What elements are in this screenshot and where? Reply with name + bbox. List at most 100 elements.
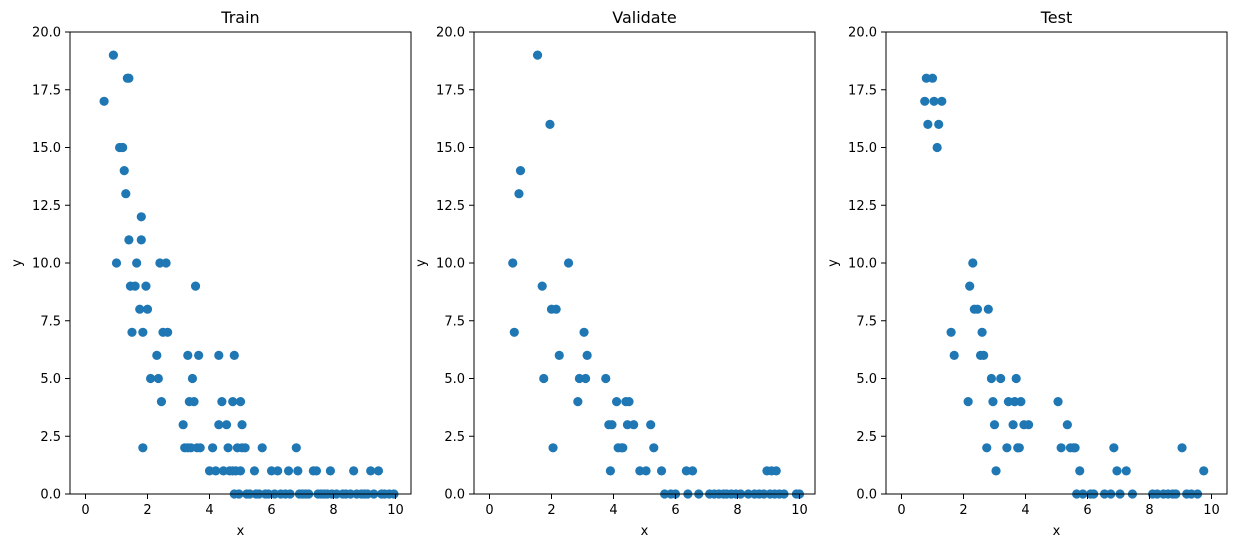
scatter-points xyxy=(508,50,805,499)
scatter-point xyxy=(624,397,634,407)
x-tick-label: 2 xyxy=(547,503,555,518)
x-tick-label: 10 xyxy=(387,503,404,518)
y-tick-label: 15.0 xyxy=(436,141,465,156)
scatter-point xyxy=(221,420,232,430)
x-tick-label: 6 xyxy=(267,503,275,518)
y-tick-label: 2.5 xyxy=(856,430,877,445)
y-tick-label: 5.0 xyxy=(444,372,465,387)
scatter-point xyxy=(968,258,978,268)
y-tick-label: 17.5 xyxy=(32,83,61,98)
scatter-point xyxy=(99,96,109,106)
scatter-point xyxy=(545,119,555,129)
scatter-point xyxy=(187,373,198,384)
scatter-point xyxy=(996,373,1006,384)
scatter-point xyxy=(532,50,543,60)
scatter-point xyxy=(138,327,148,337)
scatter-point xyxy=(579,327,589,337)
y-tick-label: 7.5 xyxy=(856,314,877,329)
y-tick-label: 0.0 xyxy=(444,488,465,503)
y-tick-label: 17.5 xyxy=(848,83,877,98)
y-tick-label: 7.5 xyxy=(40,314,61,329)
scatter-point xyxy=(937,96,947,106)
x-tick-label: 2 xyxy=(959,503,967,518)
scatter-point xyxy=(325,466,335,476)
scatter-point xyxy=(965,281,975,291)
scatter-point xyxy=(138,443,148,453)
y-tick-label: 2.5 xyxy=(40,430,61,445)
x-tick-label: 0 xyxy=(81,503,89,518)
scatter-point xyxy=(927,73,938,83)
scatter-point xyxy=(612,397,622,407)
scatter-point xyxy=(986,373,997,384)
scatter-point xyxy=(1053,397,1063,407)
scatter-point xyxy=(979,350,989,360)
scatter-point xyxy=(1008,420,1018,430)
scatter-point xyxy=(618,443,628,453)
scatter-point xyxy=(111,258,122,268)
scatter-point xyxy=(146,373,156,384)
scatter-point xyxy=(273,466,283,476)
y-tick-label: 12.5 xyxy=(848,199,877,214)
scatter-point xyxy=(1109,443,1119,453)
scatter-point xyxy=(161,258,171,268)
scatter-point xyxy=(311,466,322,476)
scatter-point xyxy=(132,258,142,268)
y-tick-label: 17.5 xyxy=(436,83,465,98)
scatter-point xyxy=(1075,466,1085,476)
scatter-point xyxy=(1014,443,1024,453)
scatter-point xyxy=(1070,443,1080,453)
y-tick-label: 0.0 xyxy=(40,488,61,503)
scatter-point xyxy=(293,466,303,476)
scatter-point xyxy=(135,304,145,314)
scatter-point xyxy=(178,420,188,430)
scatter-point xyxy=(136,235,146,245)
scatter-point xyxy=(291,443,301,453)
x-tick-label: 10 xyxy=(1203,503,1220,518)
scatter-point xyxy=(929,96,939,106)
scatter-point xyxy=(257,443,267,453)
scatter-point xyxy=(551,304,561,314)
scatter-point xyxy=(156,397,167,407)
scatter-point xyxy=(190,281,201,291)
scatter-point xyxy=(163,327,173,337)
scatter-point xyxy=(1062,420,1072,430)
x-tick-label: 4 xyxy=(609,503,617,518)
scatter-point xyxy=(771,466,781,476)
panel-validate: 0 2 4 6 8 10 0.0 2.5 5.0 7.5 10.0 12.5 15.0 17.5 20.0 V… xyxy=(414,8,816,539)
scatter-point xyxy=(194,350,204,360)
y-tick-label: 10.0 xyxy=(32,257,61,272)
scatter-points xyxy=(920,73,1209,499)
scatter-point xyxy=(934,119,944,129)
scatter-point xyxy=(229,350,239,360)
scatter-point xyxy=(283,466,294,476)
y-tick-label: 2.5 xyxy=(444,430,465,445)
y-tick-label: 5.0 xyxy=(40,372,61,387)
scatter-point xyxy=(124,235,134,245)
scatter-point xyxy=(1199,466,1209,476)
scatter-point xyxy=(548,443,558,453)
scatter-point xyxy=(136,212,146,222)
scatter-point xyxy=(1011,373,1021,384)
x-axis-label: x xyxy=(1053,524,1061,539)
scatter-point xyxy=(108,50,118,60)
y-tick-label: 15.0 xyxy=(32,141,61,156)
scatter-point xyxy=(515,166,526,176)
scatter-point xyxy=(211,466,221,476)
scatter-point xyxy=(605,466,616,476)
scatter-point xyxy=(214,420,224,430)
scatter-point xyxy=(508,258,518,268)
scatter-point xyxy=(235,466,246,476)
scatter-point xyxy=(121,189,131,199)
scatter-point xyxy=(656,466,667,476)
scatter-point xyxy=(1112,466,1122,476)
x-tick-label: 6 xyxy=(1083,503,1091,518)
x-tick-label: 0 xyxy=(485,503,493,518)
scatter-point xyxy=(124,73,134,83)
scatter-point xyxy=(349,466,359,476)
x-tick-label: 10 xyxy=(791,503,808,518)
y-tick-label: 5.0 xyxy=(856,372,877,387)
scatter-point xyxy=(249,466,260,476)
scatter-point xyxy=(214,350,224,360)
scatter-point xyxy=(607,420,617,430)
scatter-point xyxy=(195,443,205,453)
